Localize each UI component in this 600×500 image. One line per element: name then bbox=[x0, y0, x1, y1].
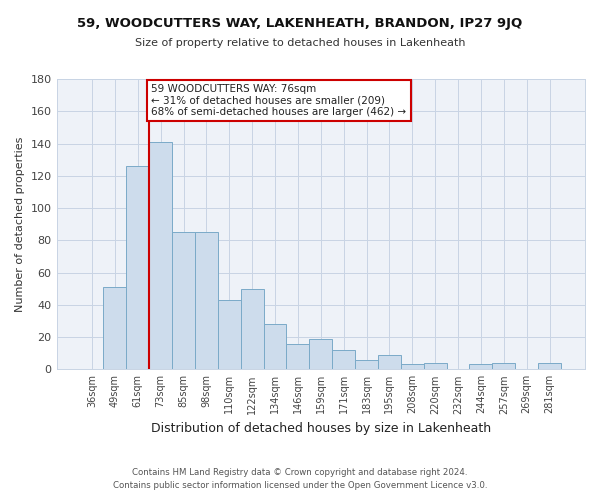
Bar bbox=[241, 288, 263, 370]
Text: Contains HM Land Registry data © Crown copyright and database right 2024.: Contains HM Land Registry data © Crown c… bbox=[132, 468, 468, 477]
Bar bbox=[103, 287, 127, 370]
Bar bbox=[424, 363, 446, 370]
Bar bbox=[332, 350, 355, 370]
Bar bbox=[172, 232, 195, 370]
Bar bbox=[195, 232, 218, 370]
Bar bbox=[218, 300, 241, 370]
Text: 59, WOODCUTTERS WAY, LAKENHEATH, BRANDON, IP27 9JQ: 59, WOODCUTTERS WAY, LAKENHEATH, BRANDON… bbox=[77, 18, 523, 30]
Text: 59 WOODCUTTERS WAY: 76sqm
← 31% of detached houses are smaller (209)
68% of semi: 59 WOODCUTTERS WAY: 76sqm ← 31% of detac… bbox=[151, 84, 407, 117]
Bar bbox=[401, 364, 424, 370]
Text: Contains public sector information licensed under the Open Government Licence v3: Contains public sector information licen… bbox=[113, 480, 487, 490]
Bar bbox=[378, 355, 401, 370]
Bar bbox=[493, 363, 515, 370]
Text: Size of property relative to detached houses in Lakenheath: Size of property relative to detached ho… bbox=[135, 38, 465, 48]
Bar bbox=[538, 363, 561, 370]
Bar bbox=[355, 360, 378, 370]
Bar bbox=[286, 344, 310, 369]
Y-axis label: Number of detached properties: Number of detached properties bbox=[15, 136, 25, 312]
Bar bbox=[149, 142, 172, 370]
X-axis label: Distribution of detached houses by size in Lakenheath: Distribution of detached houses by size … bbox=[151, 422, 491, 435]
Bar bbox=[127, 166, 149, 370]
Bar bbox=[310, 338, 332, 370]
Bar bbox=[263, 324, 286, 370]
Bar bbox=[469, 364, 493, 370]
